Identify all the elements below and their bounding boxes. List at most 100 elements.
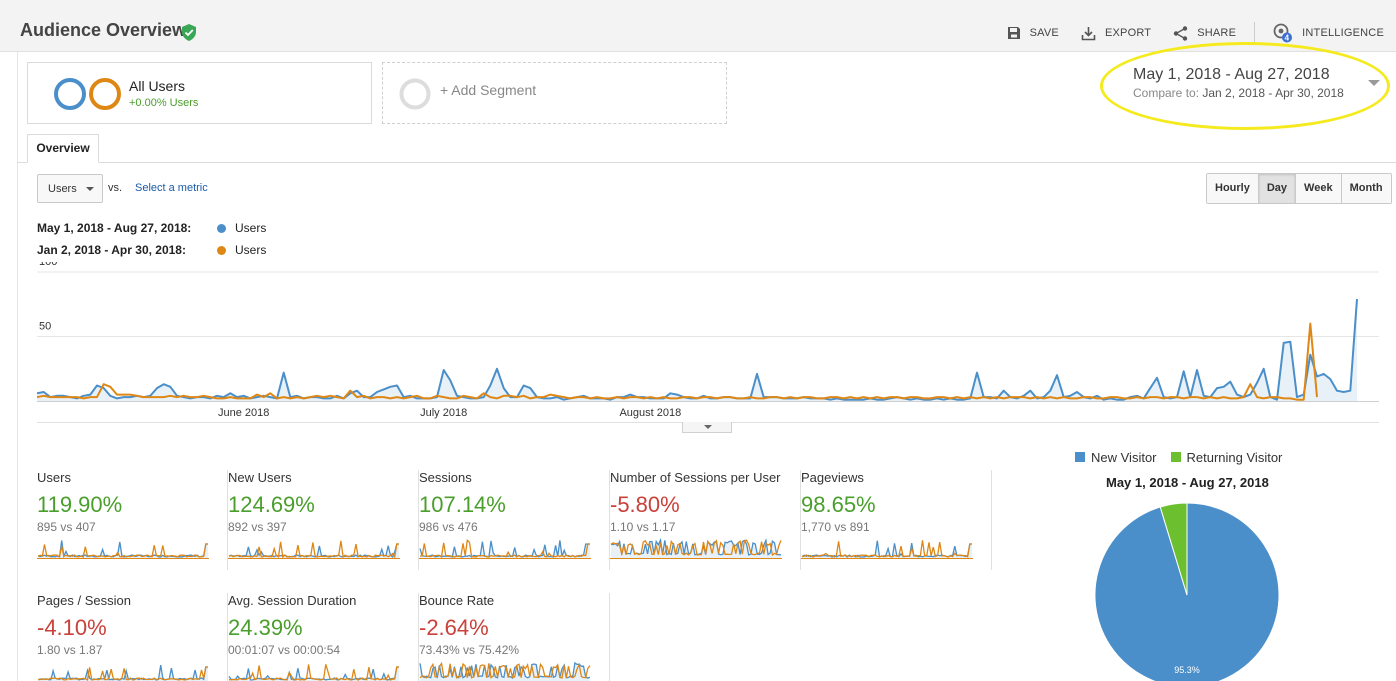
scorecard-divider: [609, 470, 610, 570]
scorecard-label: New Users: [228, 470, 292, 485]
save-icon: [1007, 27, 1020, 39]
scorecard-divider: [418, 470, 419, 570]
scorecard-sparkline: [801, 540, 973, 559]
users-line-chart[interactable]: 100 50 June 2018 July 2018 August 2018: [37, 262, 1379, 432]
intelligence-badge: 4: [1285, 34, 1290, 43]
scorecard-change: 119.90%: [37, 492, 123, 517]
report-actions: SAVE EXPORT SHARE 4 INTELLIGENCE: [985, 22, 1384, 44]
scorecard-change: 24.39%: [228, 615, 303, 640]
scorecard[interactable]: New Users 124.69% 892 vs 397: [228, 470, 419, 575]
date-range-compare: Compare to: Jan 2, 2018 - Apr 30, 2018: [1133, 86, 1344, 100]
legend-primary-period-text: May 1, 2018 - Aug 27, 2018:: [37, 221, 192, 235]
returning-visitor-swatch: [1170, 452, 1181, 462]
series-compare-line[interactable]: [37, 322, 1318, 401]
scorecard[interactable]: Number of Sessions per User -5.80% 1.10 vs…: [610, 470, 801, 575]
granularity-toggle: Hourly Day Week Month: [1206, 173, 1392, 204]
tab-underline: [17, 162, 1396, 163]
intelligence-label: INTELLIGENCE: [1302, 27, 1384, 39]
export-label: EXPORT: [1104, 27, 1152, 39]
segment-change: +0.00% Users: [129, 97, 199, 109]
scorecard-values: 986 vs 476: [419, 520, 478, 534]
scorecard-change: 98.65%: [801, 492, 876, 517]
scorecard-label: Avg. Session Duration: [228, 593, 357, 608]
scorecard-label: Bounce Rate: [419, 593, 495, 608]
add-segment-button[interactable]: + Add Segment: [382, 62, 727, 124]
scorecard-label: Users: [37, 470, 71, 485]
scorecard-divider: [227, 593, 228, 681]
series-primary-area: [37, 299, 1357, 401]
scorecard-sparkline: [37, 540, 209, 559]
scorecard[interactable]: Bounce Rate -2.64% 73.43% vs 75.42%: [419, 593, 610, 681]
y-tick-label: 100: [39, 262, 57, 268]
vs-label: vs.: [108, 182, 123, 194]
granularity-hourly[interactable]: Hourly: [1207, 174, 1258, 203]
legend-primary-period: May 1, 2018 - Aug 27, 2018:: [37, 221, 191, 235]
y-tick-label: 50: [39, 321, 51, 333]
compare-range: Jan 2, 2018 - Apr 30, 2018: [1202, 86, 1344, 100]
date-range-dropdown-icon[interactable]: [1368, 80, 1380, 86]
segment-all-users[interactable]: All Users +0.00% Users: [27, 62, 372, 124]
intelligence-button[interactable]: 4 INTELLIGENCE: [1273, 23, 1384, 43]
scorecard[interactable]: Avg. Session Duration 24.39% 00:01:07 vs 0…: [228, 593, 419, 681]
pie-title: May 1, 2018 - Aug 27, 2018: [1106, 475, 1269, 490]
metric-select-value: Users: [48, 183, 77, 195]
x-tick-label: August 2018: [619, 407, 681, 419]
chart-collapse-toggle[interactable]: [682, 422, 732, 433]
granularity-week[interactable]: Week: [1295, 174, 1341, 203]
scorecard[interactable]: Sessions 107.14% 986 vs 476: [419, 470, 610, 575]
granularity-month[interactable]: Month: [1340, 174, 1391, 203]
scorecard-values: 1.10 vs 1.17: [610, 520, 676, 534]
compare-to-label: Compare to:: [1133, 86, 1200, 100]
legend-compare-series: Users: [235, 243, 267, 257]
content-left-border: [17, 52, 18, 681]
select-metric-link[interactable]: Select a metric: [135, 182, 208, 194]
scorecard-sparkline: [228, 540, 400, 559]
save-button[interactable]: SAVE: [1007, 26, 1059, 40]
new-visitor-label: New Visitor: [1091, 450, 1157, 465]
date-range-picker[interactable]: May 1, 2018 - Aug 27, 2018 Compare to: J…: [1133, 66, 1344, 100]
export-button[interactable]: EXPORT: [1081, 26, 1151, 41]
intelligence-icon: 4: [1273, 23, 1293, 43]
scorecard[interactable]: Pages / Session -4.10% 1.80 vs 1.87: [37, 593, 228, 681]
scorecard-label: Pages / Session: [37, 593, 131, 608]
scorecard-change: -2.64%: [419, 615, 489, 640]
tab-overview[interactable]: Overview: [27, 134, 99, 163]
save-label: SAVE: [1029, 27, 1059, 39]
scorecard-divider: [991, 470, 992, 570]
legend-primary-dot: [217, 224, 226, 233]
scorecard-label: Sessions: [419, 470, 472, 485]
scorecard-divider: [609, 593, 610, 681]
pie-legend: New Visitor Returning Visitor: [1075, 450, 1296, 465]
date-range-primary: May 1, 2018 - Aug 27, 2018: [1133, 66, 1330, 83]
scorecard-sparkline: [419, 661, 591, 681]
scorecard-label: Number of Sessions per User: [610, 470, 781, 485]
granularity-day[interactable]: Day: [1257, 174, 1296, 203]
scorecard-sparkline: [610, 538, 782, 559]
segment-rings-icon: [54, 78, 121, 110]
scorecard-change: -4.10%: [37, 615, 107, 640]
top-bar: Audience Overview SAVE EXPORT SHARE 4 IN…: [0, 0, 1396, 52]
x-tick-label: July 2018: [420, 407, 467, 419]
metric-select-dropdown[interactable]: Users: [37, 174, 103, 203]
export-icon: [1081, 26, 1096, 40]
legend-compare-period-text: Jan 2, 2018 - Apr 30, 2018:: [37, 243, 186, 257]
scorecard[interactable]: Pageviews 98.65% 1,770 vs 891: [801, 470, 992, 575]
scorecard[interactable]: Users 119.90% 895 vs 407: [37, 470, 228, 575]
x-tick-label: June 2018: [218, 407, 269, 419]
scorecard-change: 107.14%: [419, 492, 506, 517]
new-visitor-swatch: [1075, 452, 1085, 462]
empty-segment-ring-icon: [399, 78, 431, 110]
page-title: Audience Overview: [20, 20, 187, 40]
visitor-type-pie-chart[interactable]: 95.3%: [1095, 502, 1281, 681]
segment-name: All Users: [129, 78, 186, 94]
action-separator: [1254, 22, 1256, 44]
scorecard-divider: [227, 470, 228, 570]
pie-slice-returning-visitor[interactable]: [1159, 502, 1188, 596]
returning-visitor-label: Returning Visitor: [1186, 450, 1283, 465]
scorecard-label: Pageviews: [801, 470, 864, 485]
scorecard-values: 1.80 vs 1.87: [37, 643, 103, 657]
scorecard-values: 1,770 vs 891: [801, 520, 870, 534]
chevron-down-icon: [86, 187, 94, 191]
share-button[interactable]: SHARE: [1173, 25, 1236, 41]
series-primary-line[interactable]: [37, 299, 1358, 401]
